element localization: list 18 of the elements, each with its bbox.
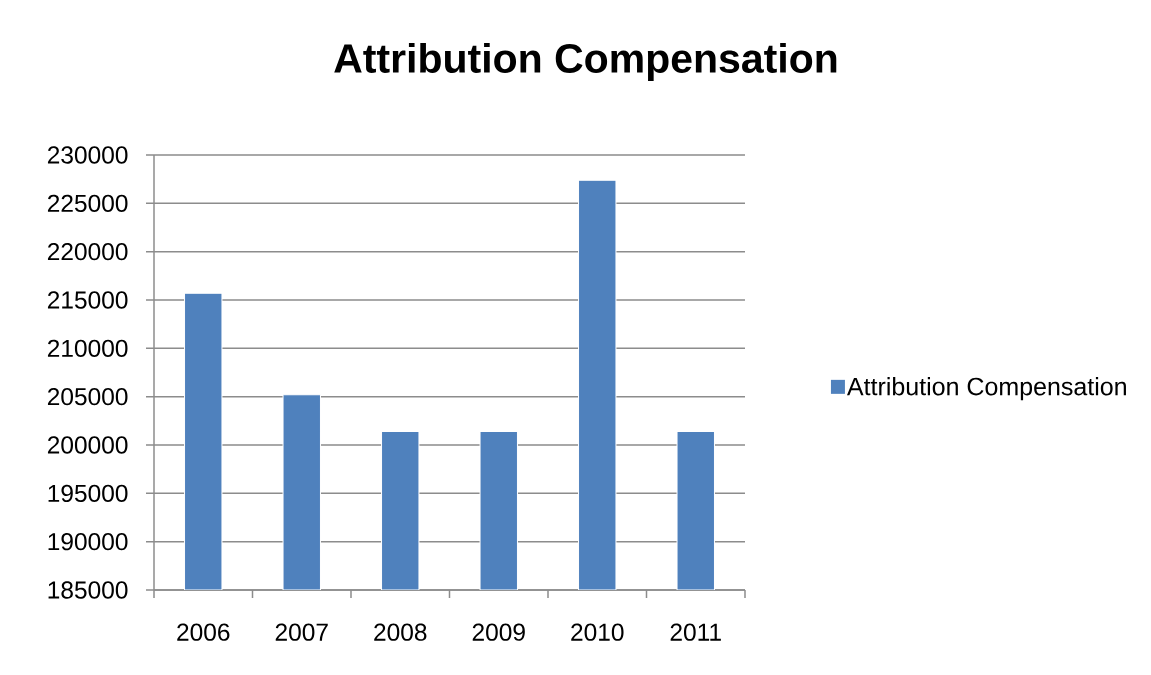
x-tick-label: 2006 bbox=[177, 623, 230, 641]
chart-title: Attribution Compensation bbox=[334, 42, 837, 82]
y-tick-label: 195000 bbox=[48, 484, 128, 502]
y-tick-label: 185000 bbox=[48, 581, 128, 599]
x-tick-label: 2011 bbox=[670, 623, 721, 641]
x-tick-label: 2010 bbox=[571, 623, 624, 641]
y-tick-label: 205000 bbox=[47, 387, 128, 406]
x-tick-label: 2007 bbox=[275, 623, 328, 641]
x-tick-label: 2008 bbox=[374, 623, 427, 641]
legend-label: Attribution Compensation bbox=[846, 377, 1126, 401]
y-tick-label: 225000 bbox=[47, 194, 128, 212]
y-tick-label: 230000 bbox=[47, 146, 128, 164]
x-tick-label: 2009 bbox=[472, 623, 525, 641]
y-tick-label: 215000 bbox=[47, 291, 128, 309]
y-tick-label: 190000 bbox=[48, 532, 128, 551]
y-tick-label: 220000 bbox=[47, 242, 128, 261]
y-tick-label: 200000 bbox=[47, 436, 128, 454]
y-tick-label: 210000 bbox=[47, 339, 128, 357]
